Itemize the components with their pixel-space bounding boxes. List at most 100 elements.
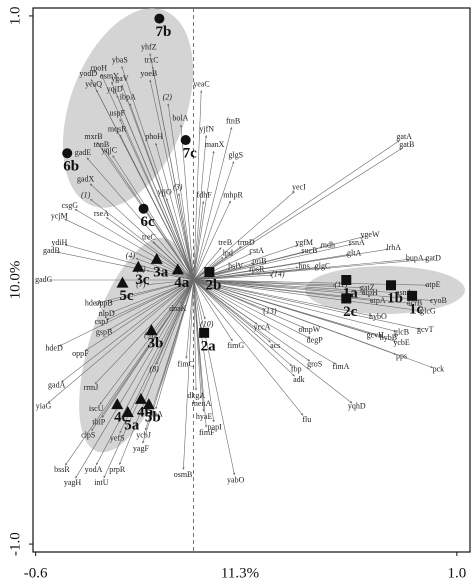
loading-label: yabO (227, 476, 245, 485)
loading-label: atpE (426, 280, 441, 289)
loading-label: iscU (89, 404, 104, 413)
sample-point (407, 290, 418, 301)
loading-label: (7) (136, 280, 146, 289)
loading-arrow (193, 279, 265, 310)
loading-label: csgG (62, 201, 79, 210)
loading-arrow (193, 279, 208, 428)
sample-label: 1b (387, 291, 403, 307)
loading-arrow (193, 279, 310, 339)
loading-label: rpsR (249, 264, 265, 273)
loading-label: (14) (271, 270, 285, 279)
loading-arrow (193, 200, 231, 281)
loading-arrow (185, 279, 194, 359)
loading-arrow (193, 253, 252, 281)
loading-label: (11) (335, 280, 348, 289)
loading-arrow (112, 155, 194, 281)
loading-label: oppF (72, 349, 89, 358)
loading-arrow (177, 193, 194, 281)
loading-arrow (151, 66, 194, 281)
sample-point (341, 275, 352, 285)
loading-label: ycbJ (136, 431, 151, 440)
loading-label: (4) (126, 251, 136, 260)
loading-label: groS (307, 359, 322, 368)
loading-label: (3) (173, 182, 183, 191)
loading-label: papI (208, 423, 223, 432)
loading-label: (1) (81, 190, 91, 199)
loading-label: mhpR (223, 190, 243, 199)
loading-arrow (193, 246, 242, 281)
loading-label: rseA (94, 209, 109, 218)
loading-arrow (193, 279, 206, 320)
loading-label: dkgA (187, 391, 205, 400)
loading-arrow (193, 243, 352, 281)
sample-point (62, 148, 73, 159)
loading-label: cyoB (430, 296, 447, 305)
loading-arrow (100, 73, 194, 281)
loading-arrow (104, 149, 194, 281)
loading-label: fdhF (197, 190, 213, 199)
loading-label: yjfN (199, 124, 214, 133)
loading-arrow (182, 279, 194, 470)
loading-label: hdeA (85, 299, 103, 308)
loading-arrow (193, 279, 305, 329)
loading-label: osmB (174, 470, 193, 479)
loading-label: gatA (396, 132, 412, 141)
sample-label: 6b (63, 159, 79, 175)
loading-arrow (193, 201, 205, 281)
x-axis-label: 11.3% (221, 565, 259, 581)
loading-label: gatZ (360, 283, 375, 292)
y-axis-label: 10.0% (7, 261, 23, 300)
loading-label: rpoH (91, 64, 108, 73)
loading-label: trxC (144, 56, 158, 65)
loading-arrow (180, 279, 194, 305)
loading-label: bupA (406, 254, 424, 263)
loading-label: gspB (96, 328, 112, 337)
loading-label: glcG (420, 307, 436, 316)
loading-arrow (91, 279, 194, 432)
loading-arrow (193, 279, 353, 404)
sample-label: 2b (205, 278, 221, 294)
loading-label: yagH (64, 478, 82, 487)
loading-arrow (193, 279, 293, 367)
sample-point (204, 267, 215, 278)
loading-arrow (86, 157, 194, 281)
loading-label: yodD (79, 69, 97, 78)
loading-label: trmD (238, 238, 255, 247)
loading-arrow (193, 279, 370, 335)
loading-label: hybO (369, 312, 387, 321)
loading-label: yagF (133, 444, 150, 453)
loading-label: fimF (199, 428, 215, 437)
sample-point (171, 263, 184, 275)
loading-arrow (193, 274, 273, 281)
loading-arrow (135, 257, 194, 281)
loading-label: yhfZ (141, 42, 157, 51)
loading-arrow (193, 279, 258, 325)
loading-label: (8) (149, 365, 159, 374)
loading-label: ssnA (349, 238, 365, 247)
loading-arrow (193, 246, 323, 281)
loading-arrow (193, 279, 410, 305)
loading-label: hyaE (196, 412, 213, 421)
loading-label: ygaV (111, 74, 129, 83)
loading-label: ydiH (51, 238, 67, 247)
loading-label: yeaC (193, 79, 209, 88)
loading-label: cstA (249, 246, 264, 255)
loading-label: atpA (370, 296, 386, 305)
sample-label: 3c (135, 272, 150, 288)
loading-label: hybB (380, 333, 397, 342)
loading-label: adk (293, 375, 305, 384)
loading-arrow (119, 279, 194, 434)
sample-point (111, 398, 124, 410)
loading-arrow (64, 218, 194, 281)
loading-arrow (193, 279, 215, 423)
sample-point (132, 260, 145, 272)
loading-label: yqhD (348, 402, 366, 411)
loading-arrow (193, 140, 400, 281)
loading-arrow (193, 279, 295, 377)
loading-arrow (193, 279, 423, 312)
loading-arrow (193, 90, 203, 281)
loading-label: gcvT (417, 325, 434, 334)
sample-point (138, 203, 149, 214)
loading-label: ftnB (226, 116, 240, 125)
loading-label: glgS (228, 151, 243, 160)
